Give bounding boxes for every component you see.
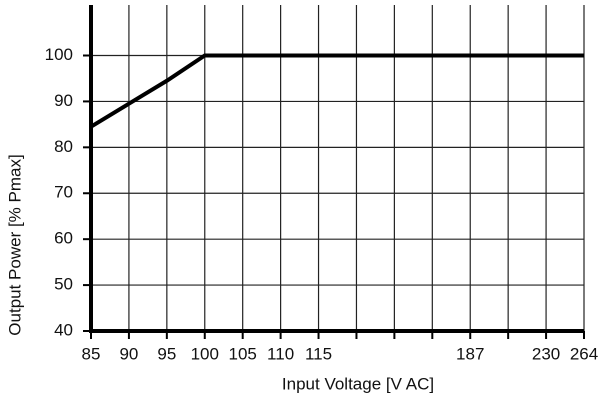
- y-tick-label: 40: [54, 320, 73, 339]
- x-tick-label: 100: [191, 344, 219, 363]
- y-tick-label: 90: [54, 91, 73, 110]
- y-tick-label: 80: [54, 137, 73, 156]
- x-tick-label: 115: [305, 344, 332, 363]
- line-series: [89, 53, 584, 129]
- x-tick-label: 90: [119, 344, 138, 363]
- y-tick-label: 70: [54, 183, 73, 202]
- x-tick-label: 85: [82, 344, 101, 363]
- x-tick-label: 95: [157, 344, 176, 363]
- x-tick-label: 187: [456, 344, 484, 363]
- y-axis-label: Output Power [% Pmax]: [5, 154, 24, 335]
- x-tick-label: 230: [532, 344, 560, 363]
- x-tick-label: 110: [267, 344, 294, 363]
- x-tick-label: 105: [229, 344, 257, 363]
- y-tick-label: 50: [54, 275, 73, 294]
- x-tick-label: 264: [570, 344, 598, 363]
- y-tick-label: 60: [54, 229, 73, 248]
- y-tick-label: 100: [45, 45, 73, 64]
- x-axis-label: Input Voltage [V AC]: [282, 374, 434, 393]
